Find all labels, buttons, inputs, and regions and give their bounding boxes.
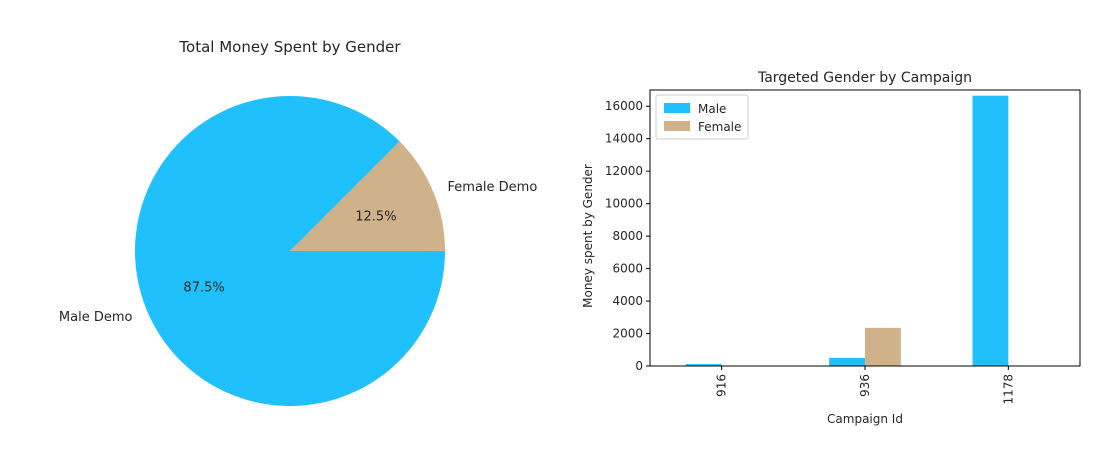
y-tick-label-14000: 14000 — [605, 132, 643, 146]
y-tick-label-6000: 6000 — [612, 262, 643, 276]
pie-pct-label-female-demo: 12.5% — [355, 209, 396, 224]
y-tick-label-0: 0 — [635, 359, 643, 373]
legend-swatch-female — [664, 121, 690, 131]
pie-chart: Total Money Spent by Gender 12.5% Female … — [59, 38, 537, 406]
bar-male-1178 — [972, 95, 1009, 367]
pie-pct-label-male-demo: 87.5% — [183, 281, 224, 296]
pie-labels: 12.5% Female Demo 87.5% Male Demo — [59, 180, 537, 325]
y-tick-label-10000: 10000 — [605, 197, 643, 211]
bar-female-936 — [865, 327, 901, 366]
pie-slices — [135, 96, 445, 406]
legend-label-male: Male — [698, 102, 726, 116]
y-axis-label: Money spent by Gender — [581, 164, 595, 308]
pie-slice-female-demo — [290, 141, 445, 251]
pie-slice-male-demo — [135, 96, 445, 406]
bars — [685, 95, 1009, 367]
pie-label-female-demo: Female Demo — [448, 180, 538, 195]
legend-swatch-male — [664, 103, 690, 113]
x-tick-label-936: 936 — [858, 374, 872, 397]
x-tick-label-1178: 1178 — [1001, 374, 1015, 405]
y-tick-label-2000: 2000 — [612, 327, 643, 341]
x-axis: 916 936 1178 — [715, 366, 1015, 405]
x-tick-label-916: 916 — [715, 374, 729, 397]
bar-title: Targeted Gender by Campaign — [757, 70, 972, 86]
pie-title: Total Money Spent by Gender — [178, 38, 401, 56]
bar-male-936 — [829, 357, 865, 366]
y-tick-label-8000: 8000 — [612, 229, 643, 243]
y-tick-label-16000: 16000 — [605, 99, 643, 113]
y-tick-label-4000: 4000 — [612, 294, 643, 308]
x-axis-label: Campaign Id — [827, 412, 903, 426]
bar-chart: Targeted Gender by Campaign 0 2000 4000 600… — [581, 70, 1081, 426]
legend-label-female: Female — [698, 120, 741, 134]
pie-label-male-demo: Male Demo — [59, 310, 133, 325]
legend: Male Female — [655, 94, 749, 140]
bar-male-916 — [685, 364, 722, 366]
y-axis: 0 2000 4000 6000 8000 10000 12000 14000 16000 — [605, 99, 650, 373]
y-tick-label-12000: 12000 — [605, 164, 643, 178]
